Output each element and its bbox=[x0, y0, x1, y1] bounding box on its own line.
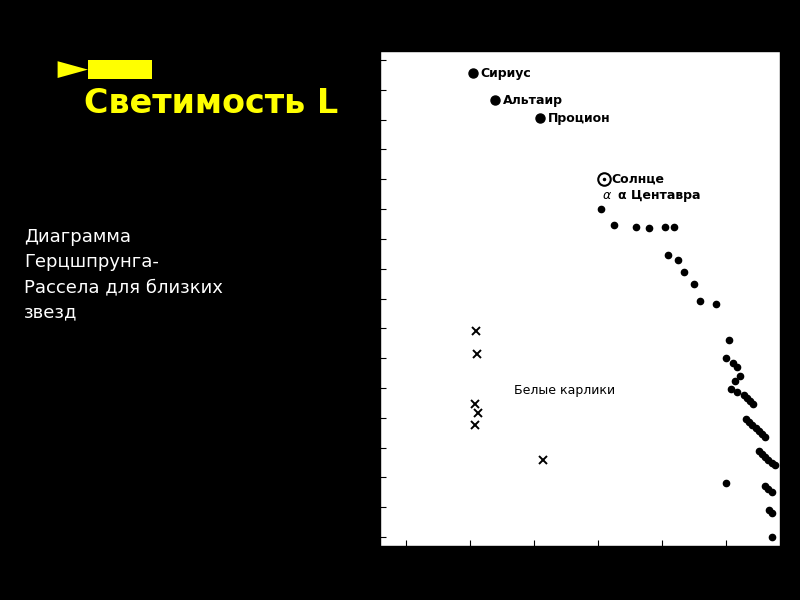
Polygon shape bbox=[58, 61, 88, 78]
Bar bbox=[88, 60, 152, 79]
X-axis label: Спектральный класс: Спектральный класс bbox=[503, 569, 657, 583]
Text: Диаграмма
Герцшпрунга-
Рассела для близких
звезд: Диаграмма Герцшпрунга- Рассела для близк… bbox=[24, 228, 223, 321]
Text: Альтаир: Альтаир bbox=[503, 94, 563, 107]
Text: Процион: Процион bbox=[548, 112, 610, 125]
Text: Белые карлики: Белые карлики bbox=[514, 385, 615, 397]
Text: Солнце: Солнце bbox=[612, 173, 665, 186]
Text: Светимость L: Светимость L bbox=[84, 87, 338, 120]
Y-axis label: Абсолютная звездная величина: Абсолютная звездная величина bbox=[334, 193, 347, 404]
Text: $\alpha$: $\alpha$ bbox=[602, 189, 612, 202]
Text: Сириус: Сириус bbox=[481, 67, 531, 80]
Text: α Центавра: α Центавра bbox=[618, 189, 701, 202]
